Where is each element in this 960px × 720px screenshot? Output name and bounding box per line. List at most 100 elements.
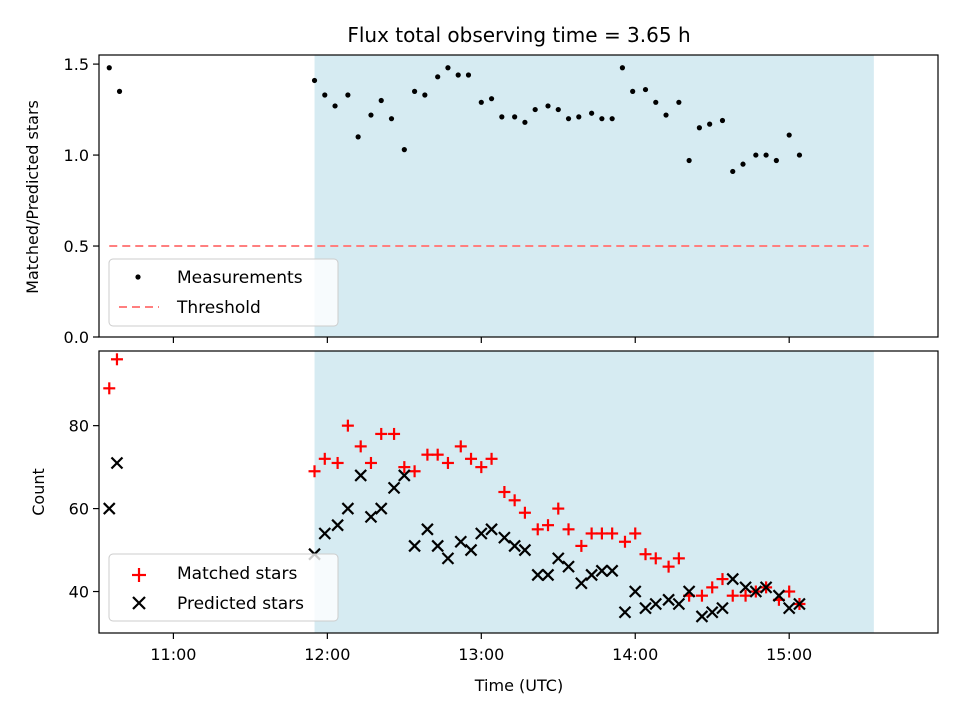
predicted-star-point: [364, 510, 378, 524]
measurement-point: [676, 99, 682, 105]
legend-predicted-marker: [132, 596, 146, 610]
measurement-point: [499, 114, 505, 120]
matched-star-point: [441, 456, 454, 469]
matched-star-point: [354, 440, 367, 453]
predicted-star-point: [318, 527, 332, 540]
predicted-star-point: [551, 552, 565, 565]
predicted-stars-points: [102, 456, 806, 623]
y-tick-label: 60: [69, 500, 89, 519]
matched-star-point: [562, 523, 575, 536]
matched-star-point: [341, 419, 354, 432]
matched-star-point: [475, 461, 488, 474]
y-tick-label: 0.0: [64, 328, 89, 347]
matched-star-point: [331, 456, 344, 469]
predicted-star-point: [739, 581, 752, 594]
predicted-star-point: [772, 589, 786, 602]
measurement-point: [589, 110, 595, 116]
top-panel: 0.0 0.5 1.0 1.5 Matched/Predicted stars Mea…: [23, 54, 939, 347]
measurement-point: [488, 96, 495, 102]
matched-star-point: [726, 589, 739, 602]
measurement-point: [478, 99, 484, 105]
matched-star-point: [318, 452, 331, 465]
top-points: [106, 65, 803, 175]
measurement-point: [609, 116, 615, 122]
legend-measurements-label: Measurements: [177, 268, 303, 288]
predicted-star-point: [354, 469, 367, 482]
matched-star-point: [618, 535, 631, 548]
predicted-star-point: [793, 597, 806, 611]
predicted-star-point: [562, 560, 575, 573]
predicted-star-point: [421, 523, 434, 536]
measurement-point: [599, 116, 605, 122]
measurement-point: [422, 92, 428, 98]
matched-star-point: [662, 560, 675, 573]
matched-star-point: [695, 589, 708, 602]
matched-star-point: [542, 519, 555, 532]
top-legend: Measurements Threshold: [108, 258, 339, 327]
measurement-point: [773, 157, 779, 164]
bottom-y-ticks: 40 60 80: [69, 417, 99, 602]
top-legend-box: [108, 258, 339, 327]
matched-star-point: [783, 585, 796, 598]
x-tick-label: 11:00: [150, 645, 196, 664]
predicted-star-point: [498, 531, 511, 544]
predicted-star-point: [575, 576, 588, 590]
predicted-star-point: [672, 597, 686, 611]
measurement-point: [576, 114, 582, 120]
matched-star-point: [364, 456, 377, 469]
matched-star-point: [672, 552, 685, 565]
matched-star-point: [606, 527, 619, 540]
legend-threshold-label: Threshold: [176, 298, 261, 318]
predicted-star-point: [716, 601, 729, 615]
measurement-point: [435, 74, 441, 80]
predicted-star-point: [585, 568, 598, 582]
predicted-star-point: [475, 527, 488, 540]
measurement-point: [388, 116, 395, 122]
predicted-star-point: [341, 502, 355, 515]
measurement-point: [116, 88, 123, 94]
bottom-x-ticks: 11:00 12:00 13:00 14:00 15:00: [150, 633, 812, 664]
bottom-legend-box: [108, 553, 339, 622]
measurement-point: [465, 72, 472, 78]
matched-star-point: [595, 527, 608, 540]
measurement-point: [796, 152, 803, 158]
matched-star-point: [388, 427, 401, 440]
measurement-point: [719, 117, 726, 124]
matched-star-point: [585, 527, 598, 540]
predicted-star-point: [618, 605, 632, 619]
measurement-point: [663, 112, 669, 118]
matched-star-point: [649, 552, 662, 565]
matched-star-point: [103, 382, 116, 395]
matched-star-point: [398, 461, 411, 474]
matched-star-point: [629, 527, 642, 540]
predicted-star-point: [662, 593, 675, 607]
predicted-star-point: [759, 581, 773, 594]
predicted-star-point: [531, 568, 545, 582]
top-x-ticks: [172, 337, 790, 343]
measurement-point: [532, 106, 538, 113]
measurement-point: [753, 152, 759, 158]
bottom-plot-frame: [98, 350, 939, 634]
predicted-star-point: [431, 539, 444, 553]
measurement-point: [630, 88, 636, 94]
x-tick-label: 14:00: [612, 645, 658, 664]
bottom-legend: Matched stars Predicted stars: [108, 553, 339, 622]
y-tick-label: 1.5: [64, 55, 89, 74]
measurement-point: [740, 161, 746, 167]
predicted-star-point: [726, 572, 740, 586]
matched-star-point: [375, 427, 388, 440]
matched-star-point: [110, 353, 123, 366]
legend-matched-label: Matched stars: [177, 564, 297, 584]
bottom-shaded-interval: [314, 351, 874, 633]
y-tick-label: 40: [69, 583, 89, 602]
legend-predicted-label: Predicted stars: [177, 594, 304, 614]
legend-measurements-marker: [135, 274, 141, 280]
measurement-point: [322, 92, 328, 98]
matched-star-point: [408, 465, 421, 478]
predicted-star-point: [485, 523, 498, 536]
measurement-point: [368, 112, 374, 118]
x-tick-label: 15:00: [766, 645, 812, 664]
measurement-point: [311, 77, 318, 84]
matched-star-point: [552, 502, 565, 515]
matched-star-point: [739, 589, 752, 602]
